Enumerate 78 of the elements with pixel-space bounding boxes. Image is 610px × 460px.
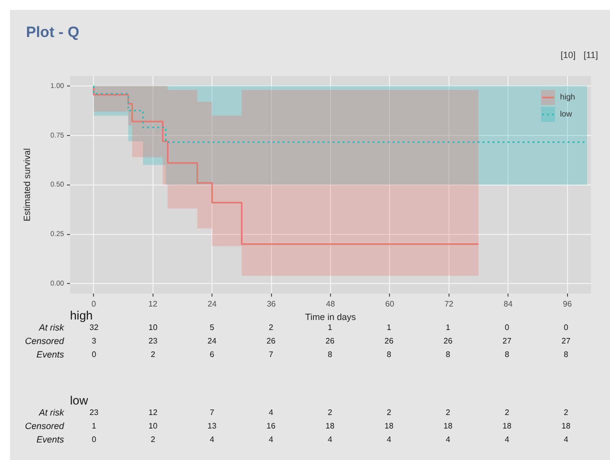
text: 4 bbox=[328, 435, 333, 444]
text: 4 bbox=[268, 435, 274, 444]
category-label: At risk bbox=[38, 408, 64, 418]
text: 4 bbox=[564, 435, 569, 444]
text: 27 bbox=[562, 336, 571, 346]
text: 27 bbox=[502, 336, 512, 346]
text: 7 bbox=[268, 350, 274, 360]
category-label: Censored bbox=[24, 421, 64, 431]
x-tick-label: 0 bbox=[91, 300, 96, 309]
text: 2 bbox=[268, 323, 274, 332]
text: 0 bbox=[564, 323, 569, 332]
x-tick-label: 96 bbox=[562, 300, 572, 309]
x-tick-label: 24 bbox=[208, 300, 218, 309]
text: 10 bbox=[148, 323, 158, 332]
text: 23 bbox=[148, 336, 158, 346]
text: 13 bbox=[208, 422, 217, 431]
text: 4 bbox=[386, 435, 392, 444]
text: 0 bbox=[504, 323, 510, 332]
text: 26 bbox=[326, 336, 335, 346]
chart-title: Plot - Q bbox=[26, 24, 80, 41]
text: 8 bbox=[504, 350, 510, 360]
text: 7 bbox=[210, 408, 215, 418]
text: high bbox=[70, 308, 93, 322]
text: 18 bbox=[502, 422, 512, 431]
text: 6 bbox=[210, 350, 215, 360]
text: 2 bbox=[446, 408, 451, 418]
x-tick-label: 12 bbox=[148, 300, 158, 309]
text: 2 bbox=[386, 408, 392, 418]
x-tick-label: 36 bbox=[266, 300, 276, 309]
text: 26 bbox=[444, 336, 453, 346]
text: 4 bbox=[446, 435, 451, 444]
text: [10] bbox=[560, 50, 576, 60]
text: 4 bbox=[268, 408, 274, 418]
text: 16 bbox=[266, 422, 276, 431]
text: 1 bbox=[386, 323, 392, 332]
text: 0 bbox=[92, 350, 97, 360]
x-tick-label: 72 bbox=[444, 300, 454, 309]
text: 18 bbox=[562, 422, 571, 431]
y-axis-title: Estimated survival bbox=[22, 148, 32, 222]
text: 8 bbox=[564, 350, 569, 360]
text: 18 bbox=[326, 422, 335, 431]
text: 4 bbox=[210, 435, 215, 444]
text: 8 bbox=[386, 350, 392, 360]
category-label: At risk bbox=[38, 322, 64, 332]
x-tick-label: 84 bbox=[504, 300, 514, 309]
text: 2 bbox=[504, 408, 510, 418]
text: [11] bbox=[584, 50, 598, 60]
category-label: Events bbox=[36, 434, 64, 444]
text: 18 bbox=[444, 422, 453, 431]
text: 2 bbox=[150, 350, 156, 360]
x-tick-label: 60 bbox=[385, 300, 395, 309]
x-tick-label: 48 bbox=[326, 300, 336, 309]
legend-label: high bbox=[560, 92, 576, 102]
text: 2 bbox=[150, 435, 156, 444]
text: 5 bbox=[210, 323, 215, 332]
x-axis-title: Time in days bbox=[305, 312, 356, 322]
category-label: Censored bbox=[24, 336, 64, 346]
text: 26 bbox=[384, 336, 394, 346]
text: 10 bbox=[148, 422, 158, 431]
text: 1 bbox=[328, 323, 333, 332]
text: 24 bbox=[208, 336, 217, 346]
text: 18 bbox=[384, 422, 394, 431]
text: 1 bbox=[446, 323, 451, 332]
text: 32 bbox=[90, 323, 99, 332]
text: 0 bbox=[92, 435, 97, 444]
legend-label: low bbox=[560, 110, 572, 119]
text: 8 bbox=[328, 350, 333, 360]
text: 2 bbox=[328, 408, 333, 418]
category-label: Events bbox=[36, 350, 64, 360]
text: 4 bbox=[504, 435, 510, 444]
text: 3 bbox=[92, 336, 97, 346]
text: 2 bbox=[564, 408, 569, 418]
text: 26 bbox=[266, 336, 276, 346]
text: 12 bbox=[148, 408, 158, 418]
text: low bbox=[70, 393, 88, 408]
text: 23 bbox=[90, 408, 99, 418]
text: 8 bbox=[446, 350, 451, 360]
text: 1 bbox=[92, 422, 97, 431]
